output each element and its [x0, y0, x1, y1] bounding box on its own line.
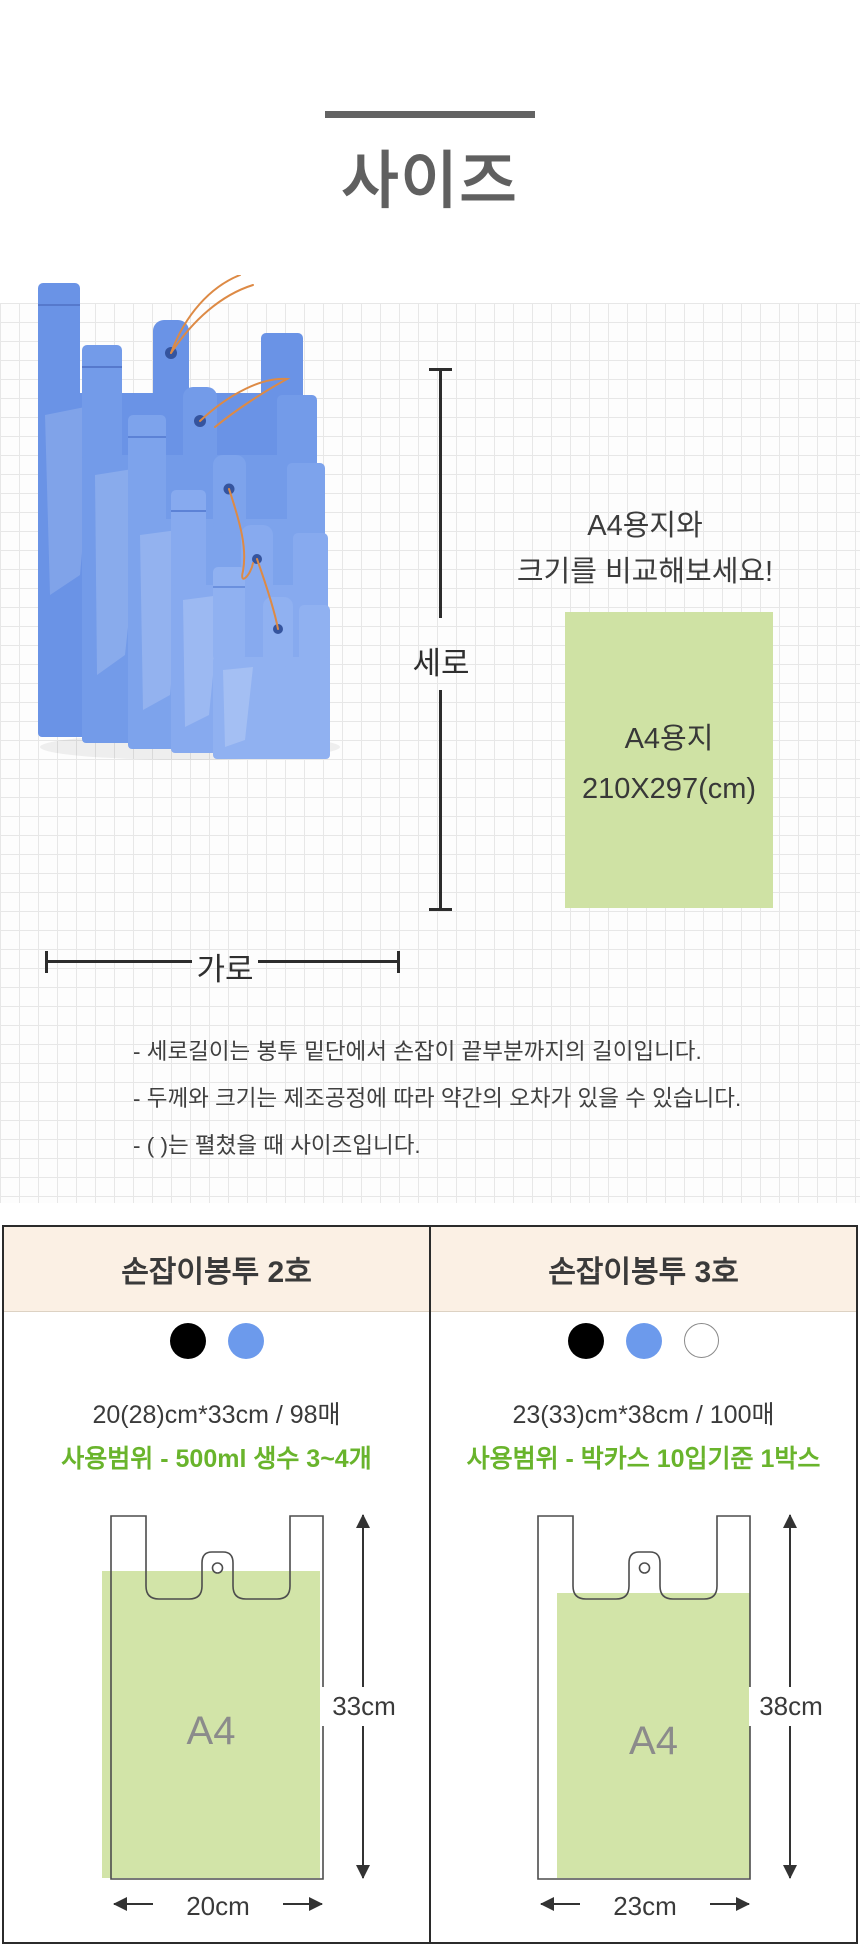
- compare-caption: A4용지와 크기를 비교해보세요!: [470, 503, 820, 595]
- note-item: - 두께와 크기는 제조공정에 따라 약간의 오차가 있을 수 있습니다.: [133, 1086, 742, 1111]
- a4-paper-box: A4용지 210X297(cm): [565, 612, 773, 908]
- height-dim-label: 세로: [412, 646, 470, 681]
- usage-range: 사용범위 - 박카스 10입기준 1박스: [466, 1445, 821, 1473]
- note-item: - ( )는 펼쳤을 때 사이즈입니다.: [133, 1133, 421, 1158]
- width-dim-line-left: [45, 960, 192, 963]
- width-dim-label: 가로: [196, 952, 254, 987]
- bag-shape-5: [213, 567, 330, 759]
- panel-header: 손잡이봉투 3호: [431, 1227, 856, 1312]
- width-dim-tick-right: [397, 951, 400, 973]
- color-swatch-black: [568, 1323, 604, 1359]
- a4-paper-label: A4용지: [624, 722, 714, 755]
- width-dim-line-right: [258, 960, 400, 963]
- panel-header: 손잡이봉투 2호: [4, 1227, 429, 1312]
- a4-overlay: [557, 1593, 750, 1878]
- title-accent-bar: [325, 111, 535, 118]
- bag-width-label: 23cm: [580, 1889, 710, 1924]
- a4-overlay-label: A4: [629, 1719, 678, 1763]
- color-swatch-black: [169, 1323, 206, 1359]
- compare-caption-line2: 크기를 비교해보세요!: [516, 556, 774, 588]
- compare-caption-line1: A4용지와: [587, 510, 703, 542]
- a4-overlay: [102, 1571, 320, 1878]
- tie-strings: [170, 275, 291, 630]
- usage-range: 사용범위 - 500ml 생수 3~4개: [61, 1445, 372, 1473]
- height-dim-line-top: [439, 368, 442, 618]
- bag-height-label: 38cm: [749, 1687, 833, 1726]
- blue-bags-photo: [38, 275, 340, 760]
- bag-height-label: 33cm: [322, 1687, 406, 1726]
- color-swatches: [431, 1323, 856, 1359]
- bag-diagram-outline: [537, 1515, 751, 1880]
- note-item: - 세로길이는 봉투 밑단에서 손잡이 끝부분까지의 길이입니다.: [133, 1039, 702, 1064]
- a4-overlay-label: A4: [186, 1709, 236, 1753]
- size-spec: 23(33)cm*38cm / 100매: [512, 1401, 775, 1429]
- color-swatch-blue: [227, 1323, 264, 1359]
- bag-width-label: 20cm: [153, 1889, 283, 1924]
- product-panel-3ho: 손잡이봉투 3호 23(33)cm*38cm / 100매 사용범위 - 박카스…: [431, 1227, 856, 1942]
- height-dim-line-bottom: [439, 690, 442, 911]
- color-swatch-white: [684, 1323, 719, 1358]
- color-swatches: [4, 1323, 429, 1359]
- notes: - 세로길이는 봉투 밑단에서 손잡이 끝부분까지의 길이입니다. - 두께와 …: [133, 1028, 741, 1169]
- a4-paper-size: 210X297(cm): [581, 772, 757, 805]
- width-dim-tick-left: [45, 951, 48, 973]
- height-dim-tick-top: [429, 368, 452, 371]
- height-dim-tick-bottom: [429, 908, 452, 911]
- panel-divider: [429, 1227, 431, 1942]
- page-title: 사이즈: [341, 147, 519, 216]
- size-spec: 20(28)cm*33cm / 98매: [92, 1401, 341, 1429]
- product-panel-2ho: 손잡이봉투 2호 20(28)cm*33cm / 98매 사용범위 - 500m…: [4, 1227, 429, 1942]
- product-panels: 손잡이봉투 2호 20(28)cm*33cm / 98매 사용범위 - 500m…: [2, 1225, 858, 1944]
- color-swatch-blue: [626, 1323, 662, 1359]
- bag-diagram-outline: [110, 1515, 324, 1880]
